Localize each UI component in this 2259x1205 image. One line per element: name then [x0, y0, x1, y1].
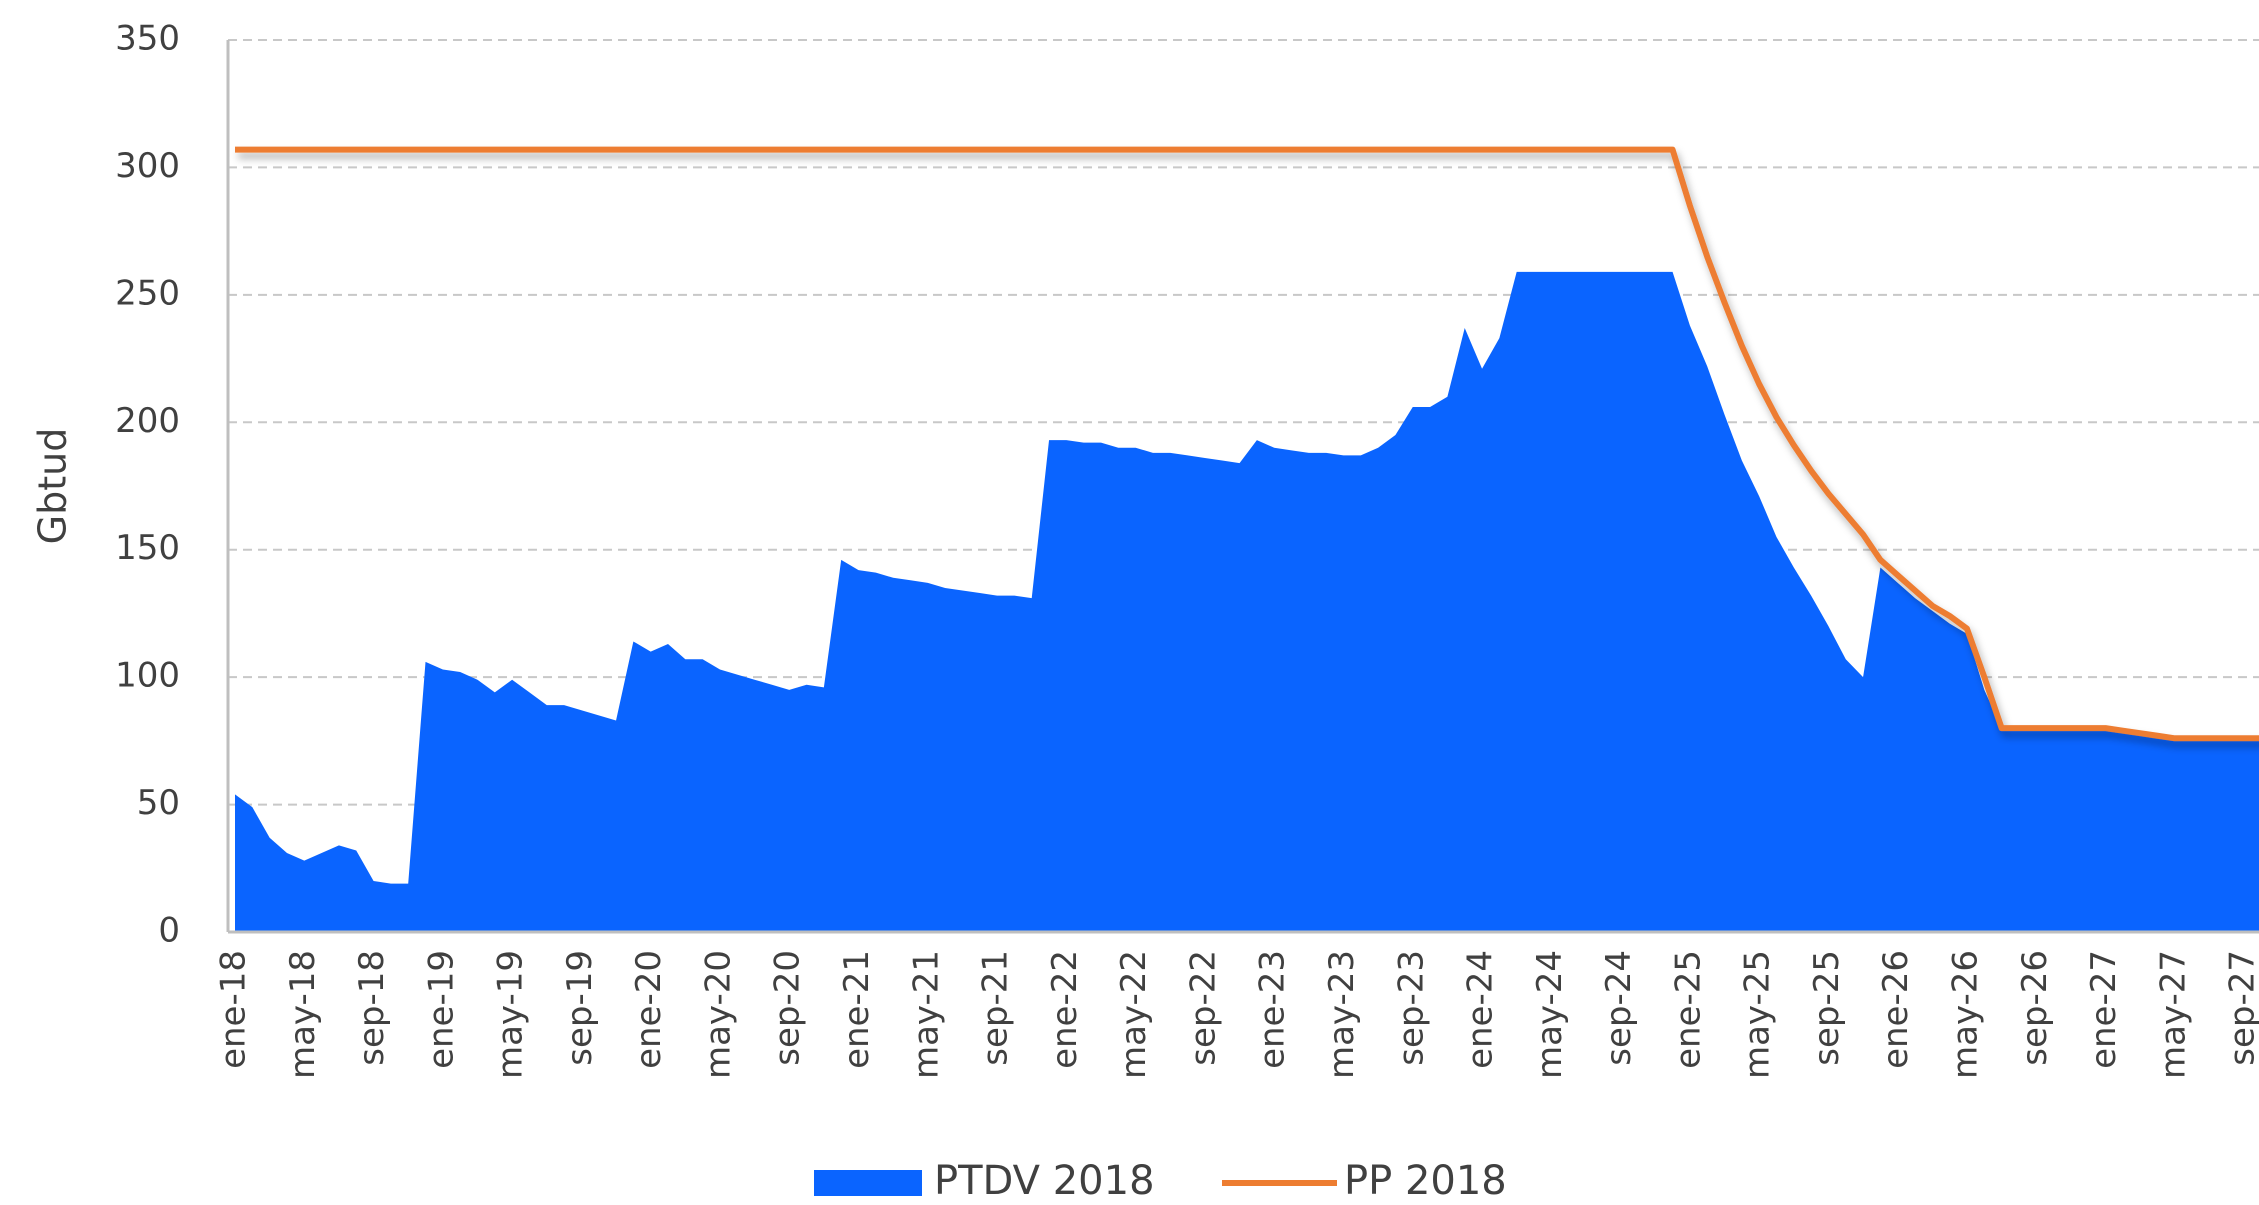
- y-tick-label: 50: [137, 783, 180, 823]
- x-tick-label: ene-24: [1461, 950, 1501, 1069]
- x-tick-label: sep-19: [560, 950, 600, 1066]
- y-tick-label: 300: [115, 146, 180, 186]
- x-tick-label: sep-27: [2223, 950, 2259, 1066]
- x-tick-label: ene-22: [1045, 950, 1085, 1069]
- x-tick-label: may-24: [1530, 950, 1570, 1079]
- x-tick-label: sep-25: [1807, 950, 1847, 1066]
- y-tick-label: 200: [115, 401, 180, 441]
- x-tick-label: may-18: [283, 950, 323, 1079]
- x-tick-label: ene-25: [1668, 950, 1708, 1069]
- x-tick-label: ene-23: [1253, 950, 1293, 1069]
- x-tick-label: may-26: [1946, 950, 1986, 1079]
- x-tick-label: may-23: [1322, 950, 1362, 1079]
- x-tick-label: ene-26: [1876, 950, 1916, 1069]
- x-tick-label: sep-24: [1599, 950, 1639, 1066]
- y-tick-label: 350: [115, 19, 180, 59]
- y-tick-label: 150: [115, 528, 180, 568]
- line: [235, 146, 2259, 742]
- x-tick-label: sep-22: [1183, 950, 1223, 1066]
- y-axis-title: Gbtud: [31, 428, 75, 545]
- x-tick-label: sep-21: [976, 950, 1016, 1066]
- y-tick-label: 250: [115, 273, 180, 313]
- x-tick-label: ene-19: [421, 950, 461, 1069]
- x-tick-label: sep-18: [352, 950, 392, 1066]
- x-tick-label: ene-20: [629, 950, 669, 1069]
- x-tick-label: may-27: [2153, 950, 2193, 1079]
- legend-label: PTDV 2018: [934, 1158, 1155, 1204]
- x-tick-label: ene-27: [2084, 950, 2124, 1069]
- x-tick-label: ene-21: [837, 950, 877, 1069]
- x-tick-label: ene-18: [214, 950, 254, 1069]
- x-tick-label: may-21: [906, 950, 946, 1079]
- legend-label: PP 2018: [1344, 1158, 1507, 1204]
- x-tick-label: sep-23: [1391, 950, 1431, 1066]
- area: [235, 271, 2259, 932]
- x-tick-label: may-22: [1114, 950, 1154, 1079]
- x-tick-label: sep-20: [768, 950, 808, 1066]
- y-tick-label: 0: [158, 911, 180, 951]
- x-tick-label: may-20: [698, 950, 738, 1079]
- legend-swatch: [814, 1170, 922, 1196]
- x-tick-label: may-19: [491, 950, 531, 1079]
- x-tick-label: may-25: [1738, 950, 1778, 1079]
- y-tick-label: 100: [115, 656, 180, 696]
- x-tick-label: sep-26: [2015, 950, 2055, 1066]
